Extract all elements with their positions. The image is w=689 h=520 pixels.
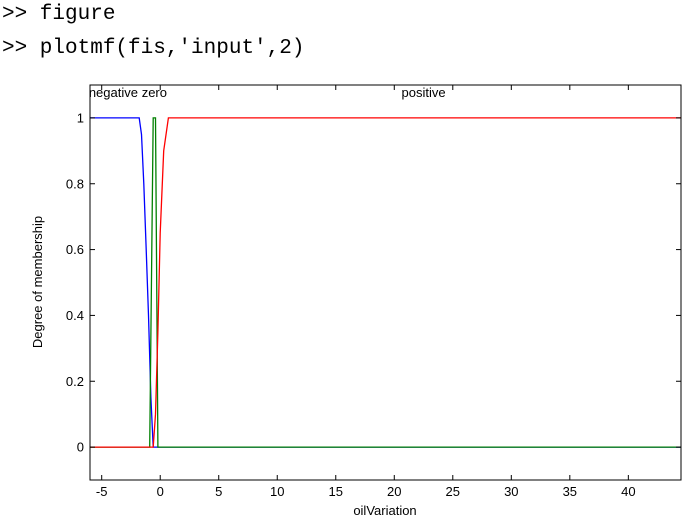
y-tick-label: 0.4 [66,308,84,323]
x-tick-label: 40 [621,484,635,499]
x-tick-label: 25 [446,484,460,499]
y-tick-label: 0.8 [66,176,84,191]
console-command-plotmf: >> plotmf(fis,'input',2) [2,37,305,60]
y-tick-label: 0.2 [66,374,84,389]
series-layer [90,117,681,448]
series-line-negative [90,117,681,448]
axes-frame [89,84,682,481]
x-tick-label: 15 [329,484,343,499]
series-line-zero [90,117,681,448]
y-tick-label: 0.6 [66,242,84,257]
x-tick-label: 5 [215,484,222,499]
mf-label-layer: negative zero positive [89,85,446,100]
mf-label-positive: positive [401,85,445,100]
y-tick-label: 0 [77,440,84,455]
x-tick-label: 30 [504,484,518,499]
x-tick-label: 35 [563,484,577,499]
x-tick-label: -5 [96,484,108,499]
tick-label-layer: -5 0 5 10 15 20 25 30 35 40 0 0.2 0.4 0.6 0.8 1 [66,110,636,499]
x-tick-label: 10 [270,484,284,499]
tick-layer [90,85,681,480]
mf-label-zero: zero [142,85,167,100]
mf-label-negative: negative [89,85,138,100]
y-tick-label: 1 [77,110,84,125]
y-axis-label: Degree of membership [30,216,45,348]
x-axis-label: oilVariation [353,503,416,518]
x-tick-label: 0 [157,484,164,499]
console-command-figure: >> figure [2,3,116,26]
series-line-positive [90,117,681,448]
x-tick-label: 20 [387,484,401,499]
